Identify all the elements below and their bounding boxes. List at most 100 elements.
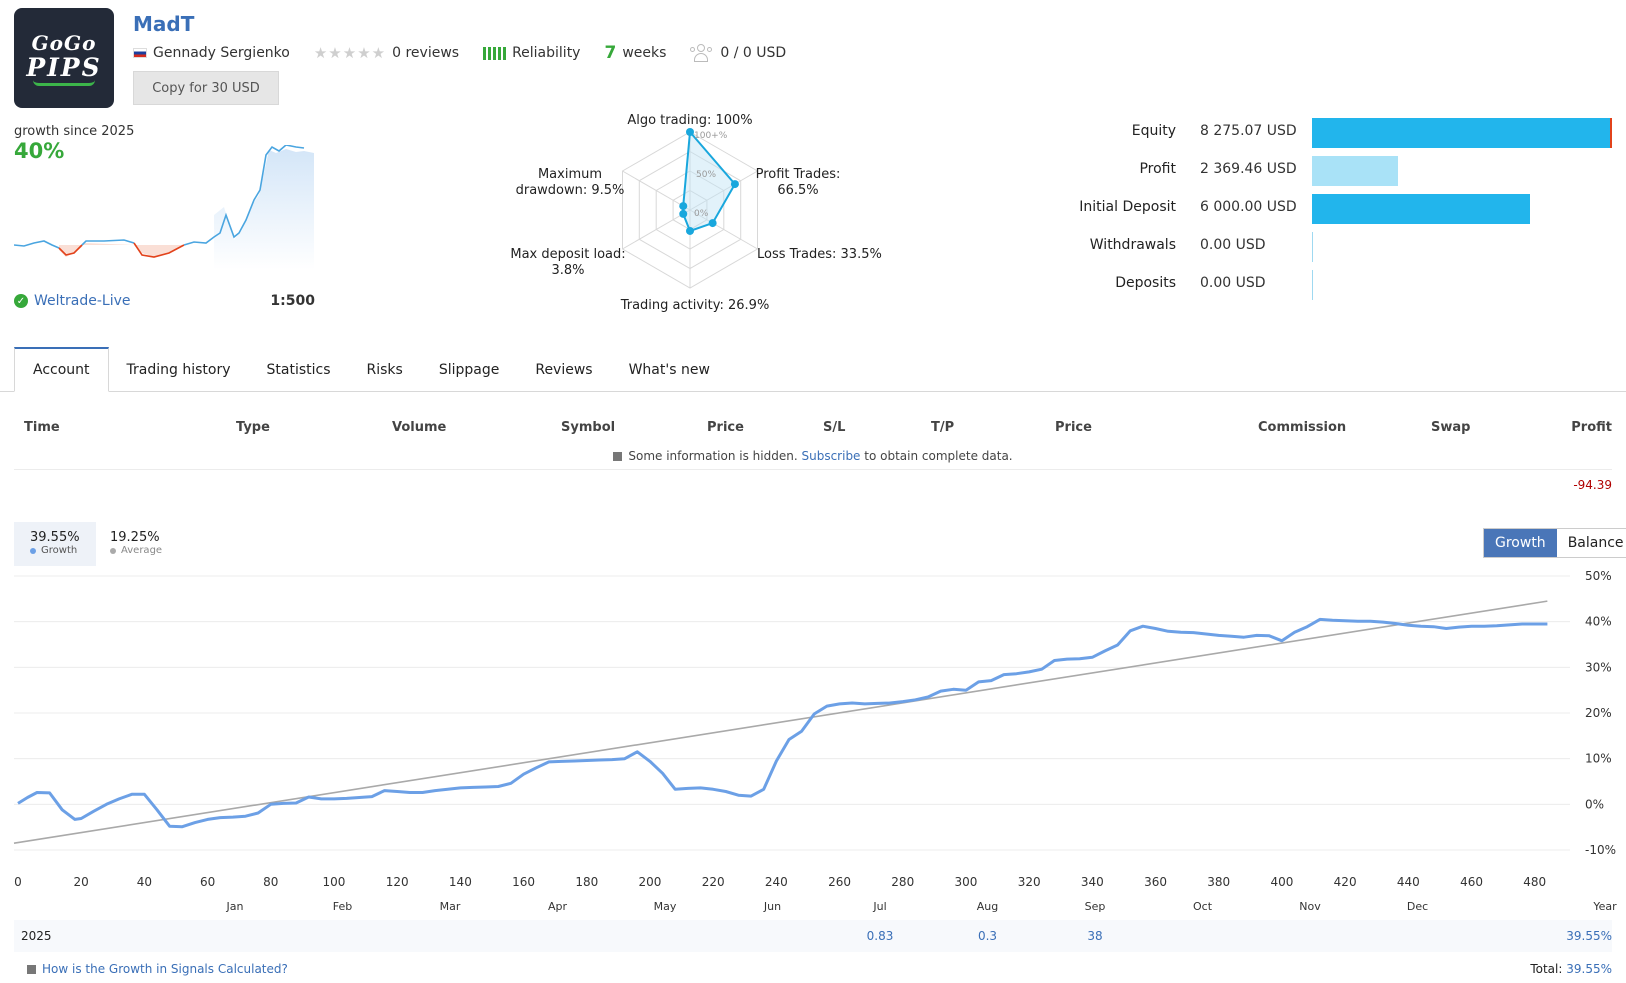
radar-label-algo: Algo trading: 100% xyxy=(627,113,753,128)
logo-swoosh xyxy=(33,80,95,86)
month-label: Oct xyxy=(1193,900,1213,913)
radar-point xyxy=(686,226,694,235)
subscribe-link[interactable]: Subscribe xyxy=(801,449,861,463)
growth-chart: 50% 40% 30% 20% 10% 0% -10% 0 20 40 60 80 100 120 140 1… xyxy=(13,569,1617,913)
radar-axis xyxy=(622,170,691,211)
growth-dot-icon xyxy=(30,547,36,554)
radar-scale-50: 50% xyxy=(696,170,716,180)
col-tp: T/P xyxy=(931,420,955,435)
radar-label-profit-trades-line2: 66.5% xyxy=(777,183,819,198)
average-stat-key: Average xyxy=(110,545,162,556)
broker-link[interactable]: ✓ Weltrade-Live xyxy=(14,293,131,309)
total-profit-value: -94.39 xyxy=(1573,478,1612,492)
copy-signal-button[interactable]: Copy for 30 USD xyxy=(133,71,279,105)
verified-check-icon: ✓ xyxy=(14,294,28,308)
radar-point xyxy=(686,128,694,136)
bar-profit xyxy=(1312,156,1398,186)
y-tick-label: -10% xyxy=(1585,843,1616,857)
growth-stat-value: 39.55% xyxy=(30,530,80,545)
month-label: Mar xyxy=(440,900,461,913)
x-tick-label: 420 xyxy=(1334,875,1357,889)
growth-stat-key: Growth xyxy=(30,545,80,556)
growth-since-label: growth since 2025 xyxy=(14,124,135,139)
x-tick-label: 140 xyxy=(449,875,472,889)
bar-label-equity: Equity xyxy=(1131,123,1176,139)
radar-point xyxy=(679,209,688,218)
growth-stat-box[interactable]: 39.55% Growth xyxy=(14,522,96,566)
year-label: 2025 xyxy=(21,929,52,943)
month-label: Dec xyxy=(1407,900,1428,913)
radar-grid xyxy=(622,131,758,289)
x-tick-label: 260 xyxy=(828,875,851,889)
col-volume: Volume xyxy=(392,420,447,435)
y-tick-label: 50% xyxy=(1585,569,1612,583)
x-tick-label: 120 xyxy=(386,875,409,889)
radar-chart: 100+% 50% 0% xyxy=(622,128,758,289)
reviews-count[interactable]: 0 reviews xyxy=(392,45,460,61)
bar-value-withdrawals: 0.00 USD xyxy=(1200,237,1266,253)
tab-statistics[interactable]: Statistics xyxy=(266,361,331,378)
y-tick-label: 30% xyxy=(1585,660,1612,674)
radar-label-loss-trades: Loss Trades: 33.5% xyxy=(757,247,882,262)
radar-label-deposit-load-line2: 3.8% xyxy=(551,263,585,278)
x-tick-label: 280 xyxy=(891,875,914,889)
tab-risks[interactable]: Risks xyxy=(366,361,403,378)
radar-label-deposit-load-line1: Max deposit load: xyxy=(510,247,626,262)
weeks-count: 7 xyxy=(604,43,617,63)
subscribers-icon xyxy=(690,44,713,62)
radar-axis xyxy=(689,170,758,211)
col-swap: Swap xyxy=(1431,420,1471,435)
tab-trading-history[interactable]: Trading history xyxy=(126,361,231,378)
x-tick-label: 40 xyxy=(137,875,152,889)
signal-tabs: Account Trading history Statistics Risks… xyxy=(14,347,728,392)
average-stat-box[interactable]: 19.25% Average xyxy=(94,522,178,566)
month-label: Year xyxy=(1592,900,1617,913)
footer-total-label: Total: xyxy=(1530,962,1563,976)
month-label: Jan xyxy=(226,900,244,913)
radar-axis xyxy=(622,209,691,250)
bar-label-profit: Profit xyxy=(1139,161,1176,177)
x-tick-label: 380 xyxy=(1207,875,1230,889)
x-tick-label: 440 xyxy=(1397,875,1420,889)
growth-calculation-link[interactable]: How is the Growth in Signals Calculated? xyxy=(27,962,288,976)
hidden-info-note: Some information is hidden. Subscribe to… xyxy=(0,449,1626,463)
toggle-growth-button[interactable]: Growth xyxy=(1484,529,1557,557)
signal-logo[interactable]: GoGo PIPS xyxy=(14,8,114,108)
average-stat-label: Average xyxy=(121,545,163,556)
mini-chart-line-c xyxy=(183,145,305,246)
bar-withdrawals xyxy=(1312,232,1313,262)
tab-whats-new[interactable]: What's new xyxy=(628,361,710,378)
reliability-icon xyxy=(483,46,507,60)
info-square-icon xyxy=(613,452,623,461)
signal-name[interactable]: MadT xyxy=(133,12,195,36)
x-tick-label: 360 xyxy=(1144,875,1167,889)
radar-label-deposit-load: Max deposit load: 3.8% xyxy=(498,247,638,279)
logo-text-bottom: PIPS xyxy=(26,52,102,82)
broker-name: Weltrade-Live xyxy=(34,293,131,309)
col-time: Time xyxy=(24,420,60,435)
mini-chart-loss-a xyxy=(58,244,83,256)
tab-slippage[interactable]: Slippage xyxy=(438,361,500,378)
x-tick-label: 200 xyxy=(639,875,662,889)
author-name[interactable]: Gennady Sergienko xyxy=(153,45,290,61)
radar-point xyxy=(730,180,739,189)
month-label: Apr xyxy=(548,900,568,913)
x-tick-label: 340 xyxy=(1081,875,1104,889)
rating-stars-icon[interactable]: ★★★★★ xyxy=(313,44,387,62)
toggle-balance-button[interactable]: Balance xyxy=(1567,535,1624,551)
col-commission: Commission xyxy=(1258,420,1347,435)
y-tick-label: 10% xyxy=(1585,752,1612,766)
radar-value-polygon xyxy=(682,129,737,233)
leverage-value: 1:500 xyxy=(270,293,315,309)
bar-equity xyxy=(1312,118,1612,148)
hidden-note-suffix: to obtain complete data. xyxy=(864,449,1013,463)
bar-label-deposits: Deposits xyxy=(1115,275,1176,291)
y-tick-label: 0% xyxy=(1585,797,1604,811)
x-tick-label: 240 xyxy=(765,875,788,889)
mini-chart-line-b xyxy=(81,239,135,246)
tab-account[interactable]: Account xyxy=(14,347,109,392)
mini-chart-area xyxy=(214,149,314,270)
year-month-value: 0.3 xyxy=(977,929,998,943)
tab-reviews[interactable]: Reviews xyxy=(535,361,593,378)
bar-value-initial-deposit: 6 000.00 USD xyxy=(1200,199,1297,215)
